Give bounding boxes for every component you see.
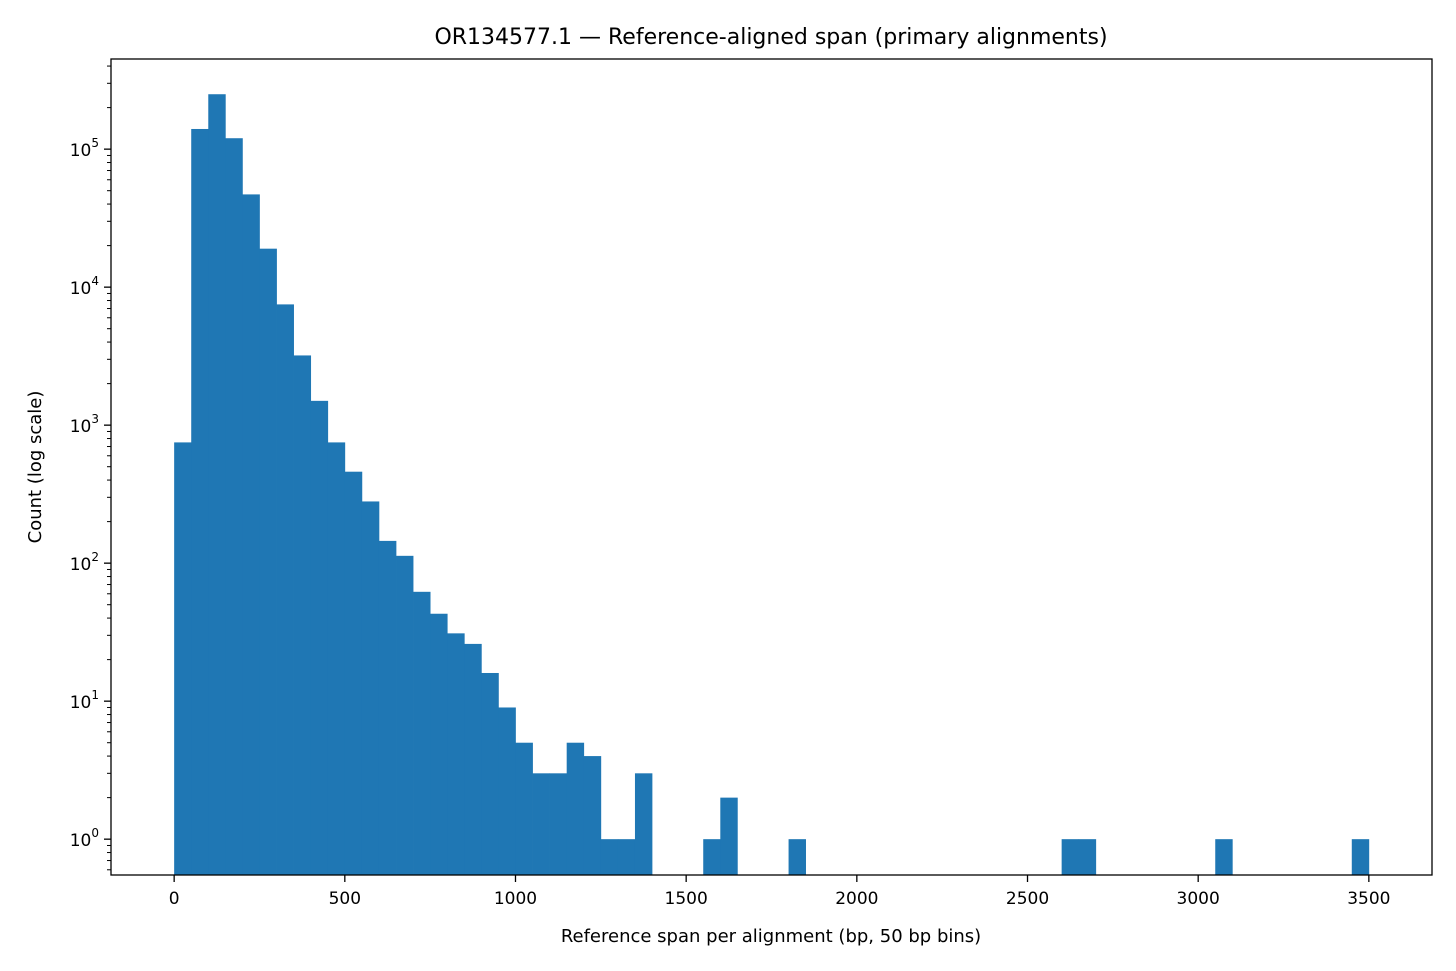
x-axis: 0 500 1000 1500 2000 2500 3000 3500 bbox=[169, 875, 1390, 909]
histogram-bar bbox=[191, 128, 209, 876]
y-tick-label: 103 bbox=[70, 412, 99, 437]
histogram-bar bbox=[174, 442, 192, 875]
histogram-bar bbox=[1061, 839, 1080, 875]
histogram-bars bbox=[174, 94, 1370, 876]
histogram-bar bbox=[396, 555, 414, 875]
y-tick-label: 101 bbox=[70, 688, 99, 713]
histogram-bar bbox=[634, 773, 653, 875]
histogram-bar bbox=[549, 773, 568, 875]
histogram-bar bbox=[259, 248, 277, 875]
histogram-bar bbox=[208, 94, 226, 876]
histogram-bar bbox=[413, 591, 431, 875]
histogram-bar bbox=[361, 501, 380, 875]
histogram-bar bbox=[1215, 839, 1233, 875]
x-tick-label: 500 bbox=[329, 889, 361, 909]
x-tick-label: 2500 bbox=[1006, 889, 1049, 909]
histogram-bar bbox=[532, 773, 550, 875]
histogram-bar bbox=[378, 540, 397, 875]
y-tick-label: 100 bbox=[70, 826, 99, 851]
x-tick-label: 1500 bbox=[665, 889, 708, 909]
x-tick-label: 0 bbox=[169, 889, 180, 909]
histogram-bar bbox=[225, 138, 243, 876]
x-tick-label: 3500 bbox=[1347, 889, 1390, 909]
x-tick-label: 3000 bbox=[1177, 889, 1220, 909]
x-tick-label: 2000 bbox=[835, 889, 878, 909]
histogram-bar bbox=[515, 742, 533, 875]
histogram-bar bbox=[242, 194, 260, 875]
histogram-bar bbox=[430, 613, 448, 875]
histogram-bar bbox=[1078, 839, 1097, 875]
x-tick-label: 1000 bbox=[494, 889, 537, 909]
y-tick-label: 104 bbox=[70, 274, 99, 299]
histogram-bar bbox=[600, 839, 619, 875]
y-axis: 100 101 102 103 104 105 bbox=[70, 65, 111, 871]
plot-area bbox=[110, 58, 1433, 876]
histogram-bar bbox=[293, 355, 312, 875]
histogram-bar bbox=[498, 707, 516, 875]
histogram-bar bbox=[583, 756, 602, 875]
y-tick-label: 102 bbox=[70, 550, 99, 575]
histogram-bar bbox=[703, 839, 721, 875]
histogram-bar bbox=[447, 633, 465, 875]
y-axis-label: Count (log scale) bbox=[25, 391, 46, 544]
histogram-bar bbox=[327, 442, 346, 875]
histogram-bar bbox=[1351, 839, 1370, 875]
histogram-bar bbox=[276, 304, 294, 875]
histogram-bar bbox=[566, 742, 585, 875]
histogram-bar bbox=[788, 839, 806, 875]
histogram-bar bbox=[720, 797, 738, 875]
histogram-bar bbox=[481, 672, 499, 875]
histogram-bar bbox=[310, 400, 329, 875]
histogram-bar bbox=[464, 643, 482, 875]
y-tick-label: 105 bbox=[70, 136, 99, 161]
chart-title: OR134577.1 — Reference-aligned span (pri… bbox=[434, 25, 1107, 50]
histogram-bar bbox=[617, 839, 636, 875]
x-axis-label: Reference span per alignment (bp, 50 bp … bbox=[561, 926, 981, 947]
histogram-bar bbox=[344, 471, 363, 875]
